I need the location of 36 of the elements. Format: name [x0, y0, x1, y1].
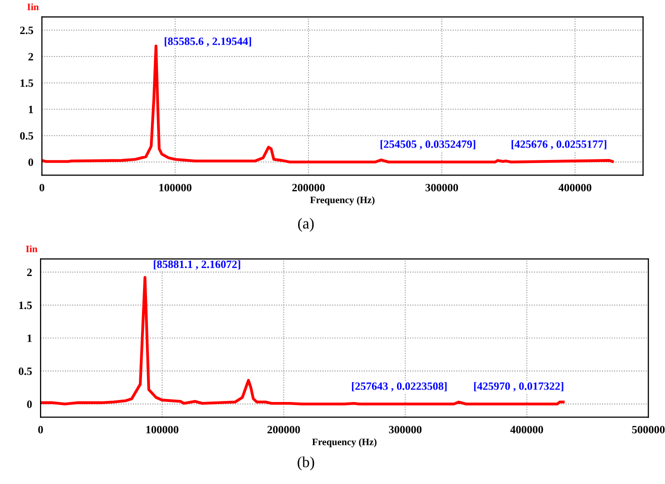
- annotation: [257643 , 0.0223508]: [352, 382, 447, 392]
- text: (b): [298, 456, 314, 470]
- text: (a): [298, 218, 314, 232]
- y-tick-label: 0: [28, 158, 34, 166]
- line-series: [40, 276, 565, 406]
- x-tick-label: 400000: [558, 184, 592, 192]
- annotation: [425970 , 0.017322]: [474, 382, 564, 392]
- y-tick-label: 0.5: [18, 368, 32, 376]
- x-tick-label: 200000: [267, 426, 300, 434]
- x-tick-label: 300000: [426, 184, 458, 192]
- y-tick-label: 0.5: [20, 132, 34, 140]
- y-tick-label: 0: [27, 400, 32, 408]
- y-axis-title: Iin: [27, 3, 39, 10]
- x-axis-title: Frequency (Hz): [312, 438, 376, 448]
- y-tick-label: 1: [28, 334, 32, 342]
- y-tick-label: 2.5: [20, 26, 34, 34]
- x-tick-label: 100000: [159, 184, 192, 192]
- x-tick-label: 400000: [510, 426, 544, 434]
- y-axis-title: Iin: [26, 245, 38, 252]
- line-series: [42, 44, 614, 164]
- annotation: [85585.6 , 2.19544]: [164, 37, 252, 47]
- y-tick-label: 1: [28, 106, 33, 114]
- annotation: [254505 , 0.0352479]: [380, 140, 476, 150]
- x-tick-label: 500000: [632, 426, 665, 434]
- y-tick-label: 1.5: [20, 79, 34, 87]
- x-tick-label: 300000: [389, 426, 422, 434]
- x-tick-label: 100000: [146, 426, 178, 434]
- x-axis-title: Frequency (Hz): [310, 196, 374, 206]
- y-tick-label: 2: [27, 268, 32, 276]
- annotation: [85881.1 , 2.16072]: [154, 260, 240, 270]
- y-tick-label: 2: [28, 53, 34, 60]
- x-tick-label: 200000: [292, 184, 325, 192]
- annotation: [425676 , 0.0255177]: [512, 140, 606, 150]
- y-tick-label: 1.5: [19, 302, 32, 310]
- x-tick-label: 0: [38, 426, 43, 434]
- x-tick-label: 0: [40, 184, 44, 192]
